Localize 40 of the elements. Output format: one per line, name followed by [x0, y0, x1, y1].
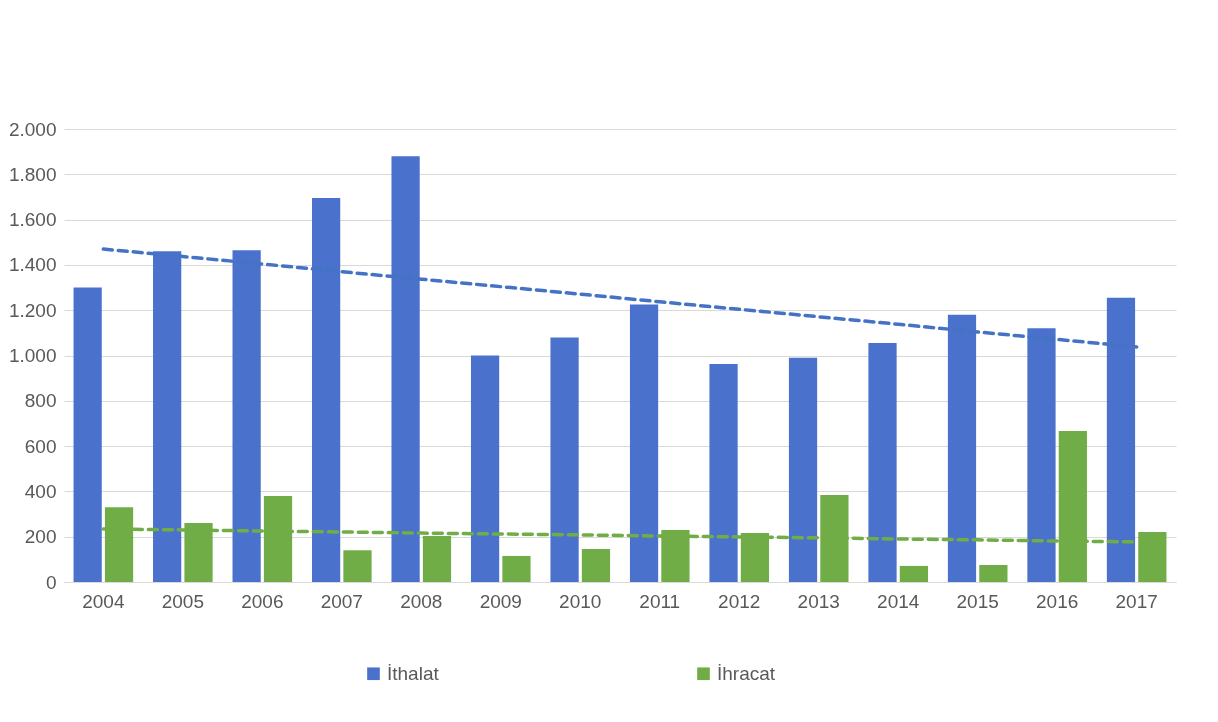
x-tick-label: 2011: [639, 590, 681, 612]
x-tick-label: 2013: [797, 590, 840, 612]
x-tick-label: 2004: [82, 590, 125, 612]
legend-label: İhracat: [717, 662, 776, 684]
x-tick-label: 2009: [479, 590, 522, 612]
x-tick-label: 2015: [956, 590, 999, 612]
bar: [899, 565, 929, 582]
legend-label: İthalat: [387, 662, 440, 684]
bar: [470, 355, 500, 582]
y-tick-label: 1.000: [8, 345, 57, 366]
bar: [343, 550, 372, 582]
bar: [502, 555, 531, 582]
x-tick-label: 2012: [718, 590, 761, 612]
bar: [868, 343, 897, 582]
bar: [709, 364, 738, 582]
y-tick-label: 2.000: [8, 118, 57, 140]
x-tick-label: 2014: [877, 590, 920, 612]
y-tick-label: 0: [45, 571, 57, 593]
x-tick-label: 2005: [161, 590, 204, 612]
x-tick-label: 2016: [1036, 590, 1079, 612]
x-tick-label: 2008: [400, 590, 443, 612]
y-tick-label: 1.400: [8, 254, 57, 276]
x-tick-label: 2006: [241, 590, 284, 612]
y-tick-label: 600: [24, 435, 57, 457]
x-tick-label: 2007: [320, 590, 363, 612]
bar: [979, 565, 1008, 582]
x-tick-label: 2010: [559, 590, 602, 612]
y-tick-label: 1.200: [8, 299, 57, 321]
y-tick-label: 1.600: [8, 209, 57, 231]
bar: [581, 548, 611, 582]
bar: [73, 287, 102, 582]
bar: [550, 337, 579, 582]
y-tick-label: 200: [24, 526, 57, 548]
x-tick-label: 2017: [1115, 590, 1158, 612]
bar: [629, 304, 659, 582]
y-tick-label: 400: [24, 480, 57, 502]
bar: [788, 357, 818, 582]
y-tick-label: 1.800: [8, 163, 57, 185]
bar: [1138, 531, 1167, 582]
y-tick-label: 800: [24, 390, 57, 412]
